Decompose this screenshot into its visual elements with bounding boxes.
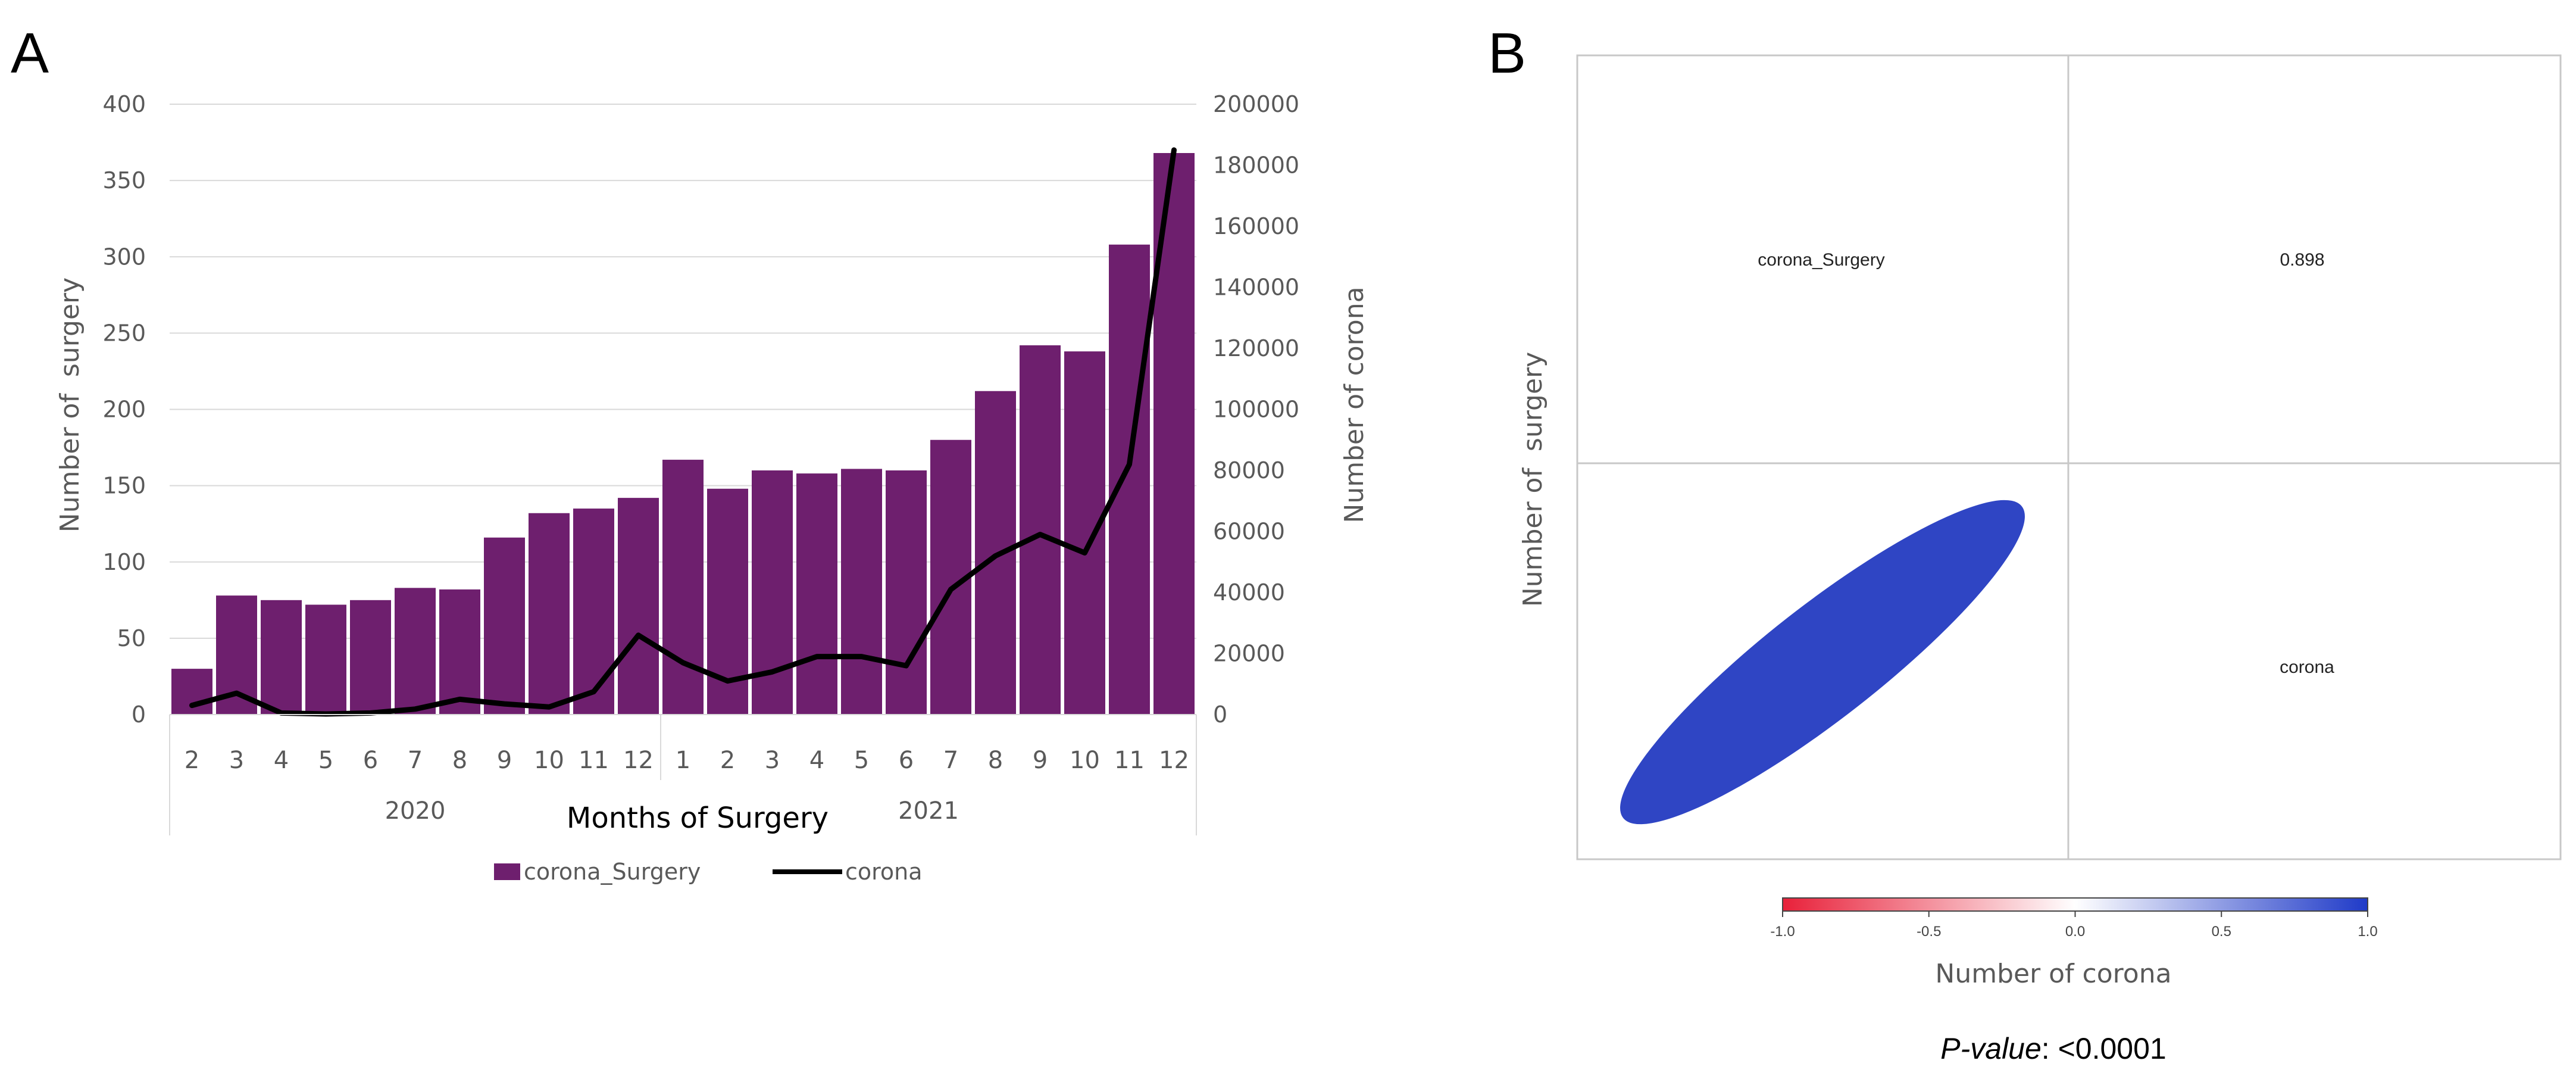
x-group-label: 2021 <box>898 797 959 825</box>
left-y-tick-label: 150 <box>102 473 146 499</box>
legend-swatch-corona-surgery <box>494 863 520 880</box>
right-y-tick-label: 20000 <box>1213 641 1285 667</box>
x-tick-label: 9 <box>1033 747 1048 774</box>
colorbar-tick-label: 1.0 <box>2358 924 2377 940</box>
left-y-tick-label: 50 <box>117 625 146 651</box>
left-y-tick-label: 100 <box>102 549 146 575</box>
left-y-tick-label: 350 <box>102 167 146 194</box>
bar <box>618 498 659 715</box>
bar <box>305 604 346 715</box>
bar <box>529 513 570 715</box>
x-tick-label: 1 <box>676 747 690 774</box>
variable-label-corona-surgery: corona_Surgery <box>1758 250 1884 270</box>
correlation-ellipse <box>1620 500 2025 825</box>
x-tick-label: 2 <box>185 747 199 774</box>
x-tick-label: 10 <box>1070 747 1100 774</box>
line-series-corona <box>189 147 1177 717</box>
x-tick-label: 6 <box>363 747 378 774</box>
right-y-axis-ticks: 0 20000 40000 60000 80000 100000 120000 140000 1… <box>1213 91 1299 728</box>
panel-a-chart: 0 50 100 150 200 250 300 350 400 0 20000 40000 6000… <box>55 91 1370 885</box>
correlation-value: 0.898 <box>2280 250 2324 270</box>
x-tick-label: 6 <box>899 747 914 774</box>
x-tick-label: 11 <box>579 747 609 774</box>
bar <box>662 460 704 715</box>
x-tick-label: 9 <box>497 747 512 774</box>
x-tick-label: 8 <box>452 747 467 774</box>
x-tick-label: 3 <box>229 747 244 774</box>
bar-series-corona-surgery <box>171 153 1195 715</box>
legend-label-corona-surgery: corona_Surgery <box>524 859 701 885</box>
right-y-tick-label: 80000 <box>1213 457 1285 484</box>
legend-label-corona: corona <box>845 859 923 885</box>
colorbar-tick-label: -1.0 <box>1770 924 1795 940</box>
x-tick-label: 8 <box>988 747 1003 774</box>
right-y-tick-label: 200000 <box>1213 91 1299 117</box>
p-value-label: P-value <box>1940 1032 2042 1065</box>
bar <box>1064 351 1105 715</box>
right-y-tick-label: 120000 <box>1213 335 1299 361</box>
left-y-tick-label: 300 <box>102 244 146 270</box>
bar <box>975 391 1016 715</box>
left-y-tick-label: 250 <box>102 320 146 346</box>
colorbar-ticks: -1.0 -0.5 0.0 0.5 1.0 <box>1770 911 2378 940</box>
bar <box>1020 345 1061 715</box>
panel-b-y-axis-title: Number of surgery <box>1518 352 1548 607</box>
left-y-tick-label: 200 <box>102 397 146 423</box>
right-y-tick-label: 180000 <box>1213 152 1299 179</box>
colorbar-tick-label: -0.5 <box>1917 924 1941 940</box>
x-tick-label: 2 <box>720 747 735 774</box>
right-y-axis-title: Number of corona <box>1339 286 1370 523</box>
x-tick-label: 11 <box>1114 747 1145 774</box>
x-tick-label: 7 <box>408 747 423 774</box>
colorbar <box>1782 897 2368 912</box>
x-tick-label: 3 <box>765 747 780 774</box>
left-y-axis-title: Number of surgery <box>55 277 85 532</box>
colorbar-tick-label: 0.0 <box>2065 924 2085 940</box>
bar <box>796 473 837 715</box>
x-tick-label: 10 <box>534 747 564 774</box>
left-y-tick-label: 0 <box>132 701 146 728</box>
x-tick-label: 12 <box>1159 747 1189 774</box>
panel-b-correlation-plot: corona_Surgery 0.898 corona Number of su… <box>1518 54 2562 1065</box>
bar <box>573 509 614 715</box>
panel-a-letter: A <box>11 21 49 85</box>
right-y-tick-label: 160000 <box>1213 213 1299 239</box>
bar <box>841 469 882 715</box>
left-y-tick-label: 400 <box>102 91 146 117</box>
bar <box>752 470 793 715</box>
bar <box>886 470 927 715</box>
panel-b-letter: B <box>1488 21 1526 85</box>
left-y-axis-ticks: 0 50 100 150 200 250 300 350 400 <box>102 91 146 728</box>
right-y-tick-label: 0 <box>1213 701 1227 728</box>
line-path <box>189 147 1177 717</box>
p-value-annotation: P-value: <0.0001 <box>1940 1032 2166 1065</box>
bar <box>350 600 391 715</box>
bar <box>395 588 436 715</box>
legend: corona_Surgery corona <box>494 859 923 885</box>
bar <box>261 600 302 715</box>
x-tick-label: 4 <box>809 747 824 774</box>
x-tick-label: 12 <box>623 747 654 774</box>
bar <box>439 589 480 715</box>
x-tick-label: 5 <box>854 747 869 774</box>
bar <box>1109 244 1150 715</box>
right-y-tick-label: 60000 <box>1213 519 1285 545</box>
right-y-tick-label: 40000 <box>1213 579 1285 606</box>
right-y-tick-label: 100000 <box>1213 397 1299 423</box>
variable-label-corona: corona <box>2280 657 2334 677</box>
colorbar-tick-label: 0.5 <box>2212 924 2231 940</box>
x-axis-title: Months of Surgery <box>567 801 829 835</box>
right-y-tick-label: 140000 <box>1213 275 1299 301</box>
x-tick-label: 5 <box>318 747 333 774</box>
x-tick-label: 7 <box>943 747 958 774</box>
x-group-label: 2020 <box>385 797 446 825</box>
bar <box>484 537 525 715</box>
p-value-value: : <0.0001 <box>2042 1032 2167 1065</box>
x-tick-label: 4 <box>274 747 289 774</box>
panel-b-x-axis-title: Number of corona <box>1935 959 2171 989</box>
